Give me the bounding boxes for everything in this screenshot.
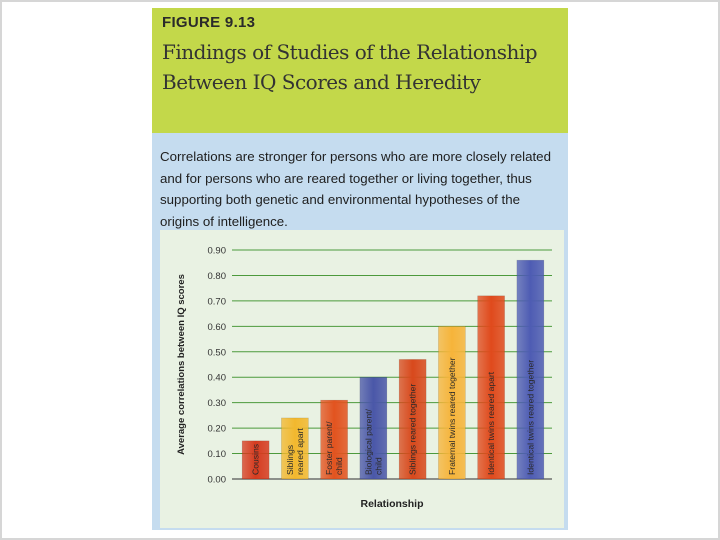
bar xyxy=(281,417,309,480)
bar-category-label: Identical twins reared apart xyxy=(486,371,496,475)
figure-panel: FIGURE 9.13 Findings of Studies of the R… xyxy=(152,8,568,530)
y-tick-label: 0.20 xyxy=(208,424,227,435)
figure-header: FIGURE 9.13 Findings of Studies of the R… xyxy=(152,8,568,133)
bar xyxy=(477,295,505,480)
figure-title-line-2: Between IQ Scores and Heredity xyxy=(162,70,481,94)
bar-category-label: Identical twins reared together xyxy=(525,360,535,475)
y-tick-label: 0.00 xyxy=(208,475,227,486)
bar xyxy=(398,359,427,480)
bar-category-label: Foster parent/ xyxy=(324,421,334,475)
figure-label: FIGURE 9.13 xyxy=(162,14,256,31)
x-axis-label: Relationship xyxy=(360,498,423,510)
bar-category-label: child xyxy=(373,457,383,475)
bar-category-label: Siblings xyxy=(285,445,295,475)
bar xyxy=(359,376,388,480)
bar-category-label: Siblings reared together xyxy=(408,384,418,475)
bar xyxy=(516,259,545,480)
y-axis-label: Average correlations between IQ scores xyxy=(176,274,187,455)
bar-category-label: child xyxy=(334,457,344,475)
plot-panel: 0.00 0.10 0.20 0.30 0.40 0.50 0.60 0.70 0.80 0.90… xyxy=(160,230,564,528)
y-tick-label: 0.60 xyxy=(208,322,227,333)
bar-category-label: Cousins xyxy=(251,444,261,475)
y-tick-label: 0.40 xyxy=(208,373,227,384)
y-tick-label: 0.70 xyxy=(208,296,227,307)
figure-title-line-1: Findings of Studies of the Relationship xyxy=(162,40,538,64)
y-tick-label: 0.30 xyxy=(208,398,227,409)
bar-category-label: Fraternal twins reared together xyxy=(447,357,457,475)
bar-category-label: reared apart xyxy=(295,428,305,475)
y-tick-label: 0.90 xyxy=(208,246,227,257)
bar-category-label: Biological parent/ xyxy=(363,408,373,475)
figure-title: Findings of Studies of the Relationship … xyxy=(162,37,562,97)
bar xyxy=(241,440,270,480)
bar-chart: 0.00 0.10 0.20 0.30 0.40 0.50 0.60 0.70 0.80 0.90… xyxy=(176,246,552,510)
figure-caption: Correlations are stronger for persons wh… xyxy=(160,149,551,229)
y-tick-label: 0.50 xyxy=(208,347,227,358)
y-tick-label: 0.10 xyxy=(208,449,227,460)
bar xyxy=(320,399,348,480)
bar xyxy=(438,326,466,480)
y-tick-label: 0.80 xyxy=(208,271,227,282)
